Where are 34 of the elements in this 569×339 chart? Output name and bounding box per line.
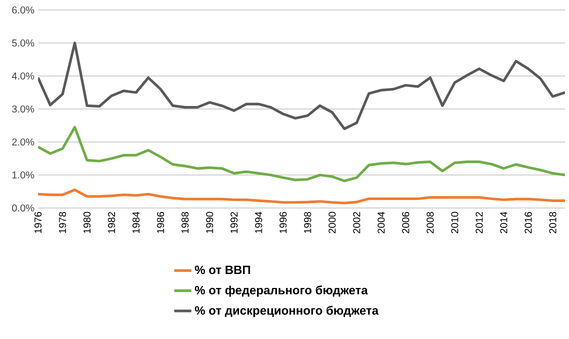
x-tick-label: 2002 xyxy=(353,212,360,234)
legend-label: % от федерального бюджета xyxy=(194,286,368,297)
x-tick-label: 1996 xyxy=(280,212,287,233)
x-tick-label: 2004 xyxy=(378,212,385,234)
y-tick-label: 5.0% xyxy=(12,39,34,47)
y-tick-label: 2.0% xyxy=(12,138,34,146)
x-tick-label: 2006 xyxy=(402,212,410,234)
x-tick-label: 1984 xyxy=(132,212,140,233)
x-tick-label: 2012 xyxy=(476,212,483,234)
y-tick-label: 0.0% xyxy=(12,204,34,212)
legend-label: % от ВВП xyxy=(194,266,250,274)
x-tick-label: 1992 xyxy=(230,212,238,233)
line-series xyxy=(38,42,565,130)
x-tick-label: 2008 xyxy=(426,212,434,234)
x-tick-label: 1986 xyxy=(157,212,164,233)
x-tick-label: 2018 xyxy=(549,212,556,234)
line-series xyxy=(38,126,565,182)
x-tick-label: 1980 xyxy=(83,212,91,233)
x-tick-label: 1982 xyxy=(108,212,116,233)
x-tick-label: 2010 xyxy=(451,212,458,234)
x-tick-label: 2014 xyxy=(500,212,508,234)
y-tick-label: 4.0% xyxy=(12,72,34,80)
x-tick-label: 2016 xyxy=(524,212,532,234)
x-tick-label: 1994 xyxy=(255,212,262,233)
y-tick-label: 3.0% xyxy=(12,105,34,113)
x-tick-label: 2000 xyxy=(328,212,336,234)
y-tick-label: 6.0% xyxy=(12,6,34,14)
legend-label: % от дискреционного бюджета xyxy=(194,306,379,318)
y-tick-label: 1.0% xyxy=(12,171,34,179)
x-tick-label: 1976 xyxy=(34,212,42,233)
x-tick-label: 1988 xyxy=(182,212,189,233)
x-tick-label: 1998 xyxy=(304,212,312,233)
x-tick-label: 1978 xyxy=(58,212,66,233)
x-tick-label: 1990 xyxy=(206,212,214,233)
